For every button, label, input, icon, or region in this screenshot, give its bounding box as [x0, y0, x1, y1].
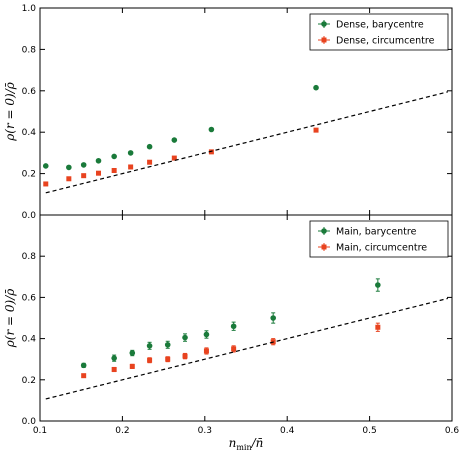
y-tick-label: 0.2: [22, 170, 36, 180]
legend-label: Dense, barycentre: [336, 20, 424, 31]
y-tick-label: 0.4: [22, 335, 37, 345]
y-tick-label: 0.0: [22, 211, 37, 221]
y-axis-label: ρ(r = 0)/ρ̄: [3, 289, 17, 349]
y-tick-label: 0.8: [22, 45, 37, 55]
data-point-circumcentre: [111, 367, 117, 372]
legend-marker-circle: [321, 21, 327, 27]
y-tick-label: 0.6: [22, 87, 37, 97]
data-point-barycentre: [146, 343, 153, 349]
data-point-circumcentre: [203, 348, 209, 354]
y-tick-label: 0.0: [22, 417, 37, 427]
data-point-circumcentre: [96, 170, 102, 176]
data-point-barycentre: [42, 163, 49, 169]
data-point-barycentre: [95, 157, 102, 164]
reference-dashed-line: [45, 91, 449, 194]
y-tick-label: 0.8: [22, 252, 37, 262]
reference-dashed-line: [45, 297, 449, 400]
data-point-barycentre: [80, 362, 87, 369]
legend: Main, barycentre Main, circumcentre: [309, 220, 449, 258]
legend-box: [309, 220, 449, 258]
data-point-circumcentre: [128, 164, 134, 170]
legend-marker-square: [321, 244, 327, 250]
data-point-circumcentre: [182, 353, 188, 359]
data-point-barycentre: [164, 341, 171, 348]
y-tick-label: 1.0: [22, 4, 37, 14]
data-point-barycentre: [230, 323, 237, 330]
data-point-circumcentre: [43, 181, 49, 187]
legend: Dense, barycentre Dense, circumcentre: [309, 13, 449, 51]
data-point-barycentre: [171, 137, 178, 143]
data-point-barycentre: [208, 126, 215, 133]
y-tick-label: 0.4: [22, 128, 37, 138]
data-point-circumcentre: [111, 167, 117, 173]
data-point-barycentre: [375, 282, 381, 288]
data-point-circumcentre: [147, 159, 153, 165]
x-tick-label: 0.5: [362, 426, 376, 436]
x-tick-label: 0.1: [33, 426, 47, 436]
legend-marker-circle: [321, 228, 327, 234]
data-point-barycentre: [203, 331, 210, 338]
data-point-barycentre: [111, 153, 117, 160]
data-point-circumcentre: [375, 324, 381, 330]
data-point-barycentre: [129, 350, 136, 356]
data-point-barycentre: [270, 315, 276, 321]
y-tick-label: 0.6: [22, 293, 37, 303]
data-point-barycentre: [111, 355, 117, 361]
y-tick-label: 0.2: [22, 376, 36, 386]
panel-bottom: 0.0 0.2 0.4 0.6 0.8 0.1 0.2 0.3 0.4 0.5 0.6 ρ(r = 0…: [3, 214, 460, 452]
data-point-circumcentre: [66, 176, 72, 182]
legend-label: Main, circumcentre: [336, 243, 427, 254]
legend-label: Dense, circumcentre: [336, 36, 435, 47]
data-point-circumcentre: [129, 363, 135, 369]
x-axis-label: nmin/n̄: [229, 436, 264, 452]
x-tick-label: 0.6: [445, 426, 460, 436]
x-tick-label: 0.4: [280, 426, 295, 436]
data-point-barycentre: [146, 143, 153, 150]
y-axis-label: ρ(r = 0)/ρ̄: [3, 82, 17, 142]
data-point-barycentre: [66, 164, 72, 171]
x-tick-label: 0.3: [198, 426, 212, 436]
data-point-circumcentre: [165, 356, 171, 362]
data-point-circumcentre: [147, 357, 153, 363]
data-point-barycentre: [313, 84, 319, 91]
data-point-circumcentre: [231, 346, 237, 352]
data-point-circumcentre: [313, 127, 319, 133]
legend-label: Main, barycentre: [336, 227, 417, 238]
data-point-circumcentre: [81, 173, 87, 179]
data-point-barycentre: [127, 150, 134, 156]
legend-marker-square: [321, 37, 327, 43]
data-point-barycentre: [182, 334, 188, 341]
panel-top: 0.0 0.2 0.4 0.6 0.8 1.0 ρ(r = 0)/ρ̄ Dense, bary…: [3, 4, 453, 221]
legend-box: [309, 13, 449, 51]
data-point-circumcentre: [171, 155, 177, 161]
data-point-circumcentre: [81, 373, 87, 379]
x-tick-label: 0.2: [115, 426, 129, 436]
plot-frame: [39, 214, 453, 422]
data-point-circumcentre: [208, 149, 214, 155]
data-point-barycentre: [80, 162, 87, 168]
